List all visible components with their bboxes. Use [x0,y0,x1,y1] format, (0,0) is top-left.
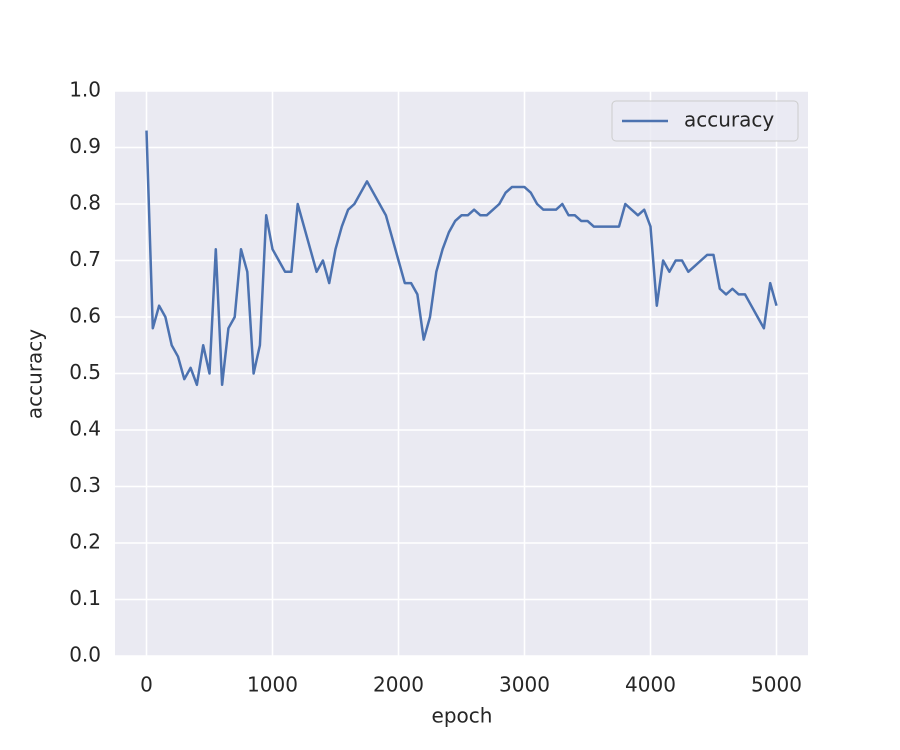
y-tick-label: 0.1 [69,586,101,610]
data-line [145,130,778,387]
legend-box [611,100,799,142]
y-tick-label: 0.5 [69,360,101,384]
x-tick-label: 1000 [247,673,298,697]
x-tick-label: 5000 [751,673,802,697]
y-tick-label: 0.2 [69,530,101,554]
y-tick-label: 0.8 [69,191,101,215]
y-tick-label: 0.9 [69,134,101,158]
y-tick-label: 1.0 [69,78,101,102]
y-tick-label: 0.0 [69,643,101,667]
y-tick-label: 0.7 [69,247,101,271]
y-axis-label: accuracy [23,329,47,419]
y-tick-label: 0.6 [69,304,101,328]
x-tick-label: 4000 [625,673,676,697]
y-tick-label: 0.4 [69,417,101,441]
x-axis-label: epoch [432,704,493,728]
y-tick-label: 0.3 [69,473,101,497]
x-tick-label: 0 [140,673,153,697]
x-tick-label: 2000 [373,673,424,697]
legend-label: accuracy [684,108,774,132]
x-tick-label: 3000 [499,673,550,697]
